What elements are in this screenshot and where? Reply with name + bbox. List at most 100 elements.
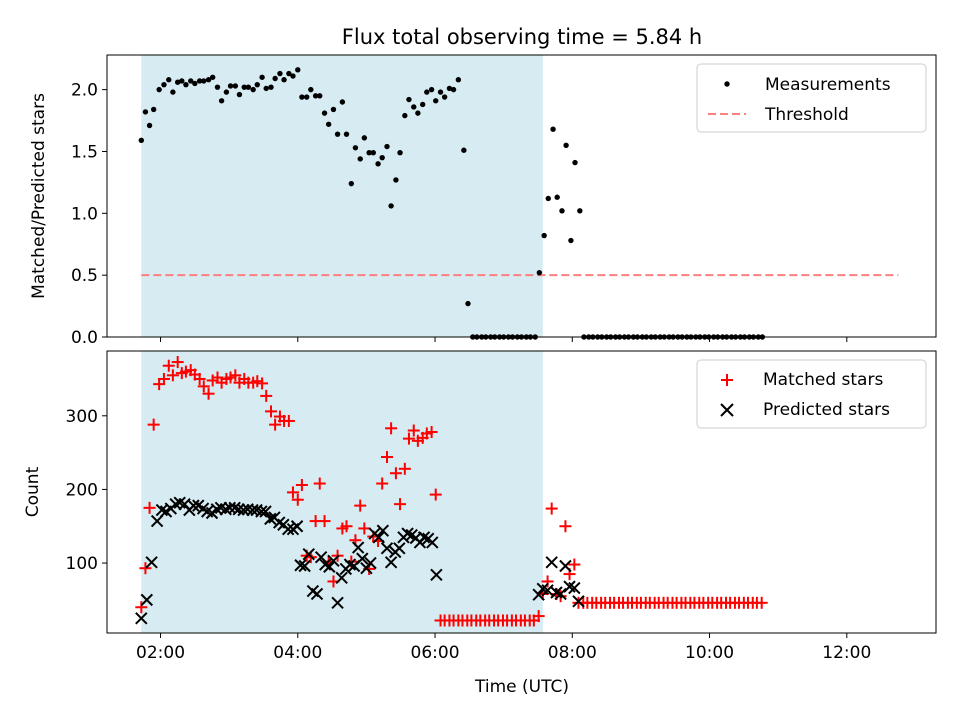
matched-point [282,414,295,427]
ytick-label: 300 [66,407,98,427]
predicted-point [430,568,443,582]
matched-point [135,601,148,614]
predicted-point [210,503,224,516]
measurement-point [554,194,560,200]
ytick-label: 0.5 [71,266,98,286]
count-points [135,356,768,627]
legend-measurements-label: Measurements [765,75,891,95]
measurement-point [236,91,243,98]
matched-point [389,467,402,480]
bottom-legend: Matched stars Predicted stars [696,359,927,429]
predicted-point [568,581,581,595]
measurement-point [424,89,430,95]
matched-point [147,418,160,431]
top-ylabel: Matched/Predicted stars [29,93,49,299]
measurement-point [281,77,287,83]
predicted-point [298,559,311,573]
chart-title: Flux total observing time = 5.84 h [342,25,702,49]
predicted-point [376,524,390,537]
matched-point [202,387,215,400]
matched-point [269,418,282,431]
measurement-point [572,159,578,166]
measurement-point [446,85,453,92]
matched-point [402,432,415,445]
measurement-point [441,94,448,100]
matched-point [291,493,304,506]
matched-point [143,501,156,514]
measurement-point [384,143,390,150]
predicted-point [554,587,567,601]
bottom-axes-frame [106,350,937,634]
measurement-point [196,78,203,84]
matched-point [197,380,210,393]
measurement-point [250,86,256,93]
measurement-point [312,93,319,99]
matched-point [229,369,242,382]
ytick-label: 1.0 [71,204,98,224]
measurement-point [461,147,467,153]
measurement-point [263,85,269,92]
measurement-point [241,84,247,90]
measurement-point [361,135,368,141]
predicted-point [323,560,336,573]
matched-point [545,502,558,515]
measurement-point [393,177,399,183]
matched-point [139,562,152,575]
measurement-point [223,89,230,95]
predicted-point [364,556,377,570]
measurement-point [577,208,583,214]
measurement-point [188,78,194,84]
measurement-point [415,110,421,116]
matched-point [541,575,554,588]
measurement-point [402,112,408,119]
matched-point [429,488,442,501]
matched-point [318,515,331,528]
predicted-point [327,554,340,568]
predicted-point [302,548,315,561]
matched-point [559,520,572,533]
measurement-point [277,70,283,77]
predicted-point [135,612,148,625]
measurement-point [437,89,444,95]
measurement-point [428,86,435,93]
matched-point [755,596,768,609]
measurement-point [330,106,337,113]
measurement-point [295,67,301,73]
measurement-point [352,145,359,151]
measurement-point [286,70,292,77]
measurement-point [325,121,332,127]
ytick-label: 2.0 [71,81,98,101]
measurement-point [343,131,350,137]
predicted-point [351,541,365,554]
top-shaded-span [141,55,543,337]
predicted-point [264,512,277,526]
bottom-legend-box [696,359,927,429]
bottom-shaded-span [141,351,543,633]
matched-point [256,377,269,390]
predicted-point [169,497,182,511]
measurement-point [419,101,426,108]
measurement-point [366,150,372,156]
measurement-point [183,81,189,88]
legend-matched-marker [721,374,733,386]
measurement-point [450,86,457,93]
measurement-point [321,110,328,116]
matched-point [354,499,367,512]
predicted-point [545,556,558,569]
measurement-point [205,77,212,83]
bottom-xlabel: Time (UTC) [474,677,569,697]
matched-point [286,486,299,499]
measurement-point [559,208,565,214]
legend-measurements-marker [724,81,730,87]
xtick-label: 04:00 [273,643,322,663]
measurement-point [563,142,569,148]
xtick-label: 06:00 [411,643,460,663]
legend-predicted-marker [720,403,734,417]
ytick-label: 200 [66,480,98,500]
measurement-point [375,161,381,167]
measurement-point [272,75,278,82]
matched-point [394,498,407,511]
predicted-point [290,520,304,533]
predicted-point [255,505,268,518]
measurement-point [192,80,198,87]
